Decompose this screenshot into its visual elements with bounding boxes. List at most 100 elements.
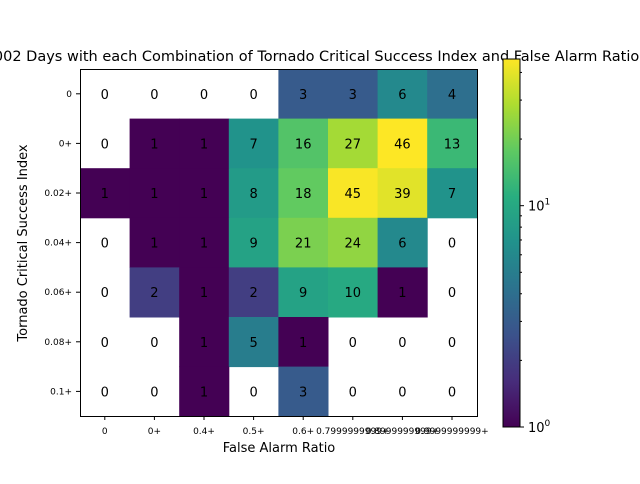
heatmap-cell bbox=[129, 267, 180, 318]
cell-value-label: 13 bbox=[444, 137, 461, 152]
heatmap-cell bbox=[377, 217, 428, 268]
heatmap-cell bbox=[228, 267, 279, 318]
heatmap-cell bbox=[377, 69, 428, 120]
cell-value-label: 1 bbox=[200, 237, 208, 252]
heatmap-cell bbox=[228, 317, 279, 368]
cell-value-label: 10 bbox=[345, 286, 362, 301]
cell-value-label: 24 bbox=[345, 237, 362, 252]
cell-value-label: 3 bbox=[349, 88, 357, 103]
x-tick-label: 0.6+ bbox=[292, 427, 314, 437]
heatmap-cell bbox=[179, 366, 230, 417]
cell-value-label: 0 bbox=[101, 385, 109, 400]
cell-value-label: 0 bbox=[101, 137, 109, 152]
heatmap-cell-labels: 0 0 0 0 3 3 6 40 1 1 7 16 27 46 131 1 1 8 18 45 39 70 1 1 9 21 24 6… bbox=[101, 88, 461, 401]
cell-value-label: 1 bbox=[150, 237, 158, 252]
cell-value-label: 1 bbox=[200, 187, 208, 202]
x-tick-label: 0.9999999999+ bbox=[415, 427, 488, 437]
y-tick-label: 0+ bbox=[59, 139, 72, 149]
heatmap-cell bbox=[129, 217, 180, 268]
heatmap-cell bbox=[228, 118, 279, 169]
cell-value-label: 0 bbox=[150, 88, 158, 103]
heatmap-cell bbox=[377, 267, 428, 318]
heatmap-cell bbox=[328, 217, 379, 268]
heatmap-cell bbox=[278, 217, 329, 268]
colorbar-ticks: 100 101 bbox=[520, 71, 551, 436]
y-tick-label: 0.02+ bbox=[44, 189, 72, 199]
heatmap-cell bbox=[278, 168, 329, 219]
heatmap-cell bbox=[179, 168, 230, 219]
x-tick-label: 0.4+ bbox=[193, 427, 215, 437]
y-tick-label: 0.1+ bbox=[50, 387, 72, 397]
heatmap-cell bbox=[129, 118, 180, 169]
cell-value-label: 0 bbox=[249, 88, 257, 103]
cell-value-label: 1 bbox=[150, 137, 158, 152]
cell-value-label: 0 bbox=[101, 237, 109, 252]
heatmap-cell bbox=[278, 267, 329, 318]
colorbar bbox=[502, 58, 521, 428]
cell-value-label: 0 bbox=[200, 88, 208, 103]
heatmap-cell bbox=[129, 168, 180, 219]
chart-title: Since 2002 Days with each Combination of… bbox=[0, 49, 639, 65]
y-tick-label: 0.04+ bbox=[44, 239, 72, 249]
cell-value-label: 1 bbox=[200, 137, 208, 152]
heatmap-cell bbox=[179, 317, 230, 368]
cell-value-label: 0 bbox=[101, 336, 109, 351]
cell-value-label: 9 bbox=[299, 286, 307, 301]
cell-value-label: 0 bbox=[101, 286, 109, 301]
cell-value-label: 46 bbox=[394, 137, 411, 152]
x-tick-label: 0.5+ bbox=[243, 427, 265, 437]
cell-value-label: 1 bbox=[101, 187, 109, 202]
cell-value-label: 0 bbox=[448, 385, 456, 400]
heatmap-cell bbox=[377, 168, 428, 219]
x-tick-label: 0 bbox=[102, 427, 108, 437]
heatmap-cell bbox=[427, 118, 478, 169]
heatmap-cell bbox=[328, 267, 379, 318]
cell-value-label: 9 bbox=[249, 237, 257, 252]
cell-value-label: 18 bbox=[295, 187, 312, 202]
cell-value-label: 0 bbox=[349, 385, 357, 400]
x-tick-label: 0.7999999999+ bbox=[316, 427, 389, 437]
cell-value-label: 0 bbox=[398, 385, 406, 400]
y-tick-label: 0.08+ bbox=[44, 338, 72, 348]
plot-frame bbox=[80, 69, 478, 417]
cell-value-label: 27 bbox=[345, 137, 362, 152]
cell-value-label: 1 bbox=[200, 286, 208, 301]
x-tick-label: 0+ bbox=[148, 427, 161, 437]
y-axis-label: Tornado Critical Success Index bbox=[16, 144, 31, 343]
cell-value-label: 6 bbox=[398, 88, 406, 103]
cell-value-label: 2 bbox=[150, 286, 158, 301]
y-axis-ticks: 0 0+ 0.02+ 0.04+ 0.06+ 0.08+ 0.1+ bbox=[44, 90, 80, 397]
cell-value-label: 0 bbox=[150, 336, 158, 351]
cell-value-label: 0 bbox=[249, 385, 257, 400]
heatmap-cell bbox=[278, 317, 329, 368]
colorbar-tick-label: 100 bbox=[528, 419, 551, 436]
cell-value-label: 6 bbox=[398, 237, 406, 252]
heatmap-cells bbox=[80, 69, 478, 417]
x-tick-label: 0.8999999999+ bbox=[366, 427, 439, 437]
cell-value-label: 7 bbox=[249, 137, 257, 152]
heatmap-cell bbox=[278, 118, 329, 169]
cell-value-label: 3 bbox=[299, 385, 307, 400]
cell-value-label: 1 bbox=[299, 336, 307, 351]
colorbar-tick-label: 101 bbox=[528, 198, 550, 215]
heatmap-cell bbox=[427, 69, 478, 120]
cell-value-label: 8 bbox=[249, 187, 257, 202]
cell-value-label: 0 bbox=[349, 336, 357, 351]
heatmap-cell bbox=[228, 217, 279, 268]
heatmap-cell bbox=[80, 168, 131, 219]
y-tick-label: 0.06+ bbox=[44, 288, 72, 298]
heatmap-cell bbox=[179, 217, 230, 268]
heatmap-cell bbox=[427, 168, 478, 219]
heatmap-cell bbox=[278, 366, 329, 417]
cell-value-label: 7 bbox=[448, 187, 456, 202]
cell-value-label: 45 bbox=[345, 187, 362, 202]
cell-value-label: 1 bbox=[200, 385, 208, 400]
x-axis-ticks: 0 0+ 0.4+ 0.5+ 0.6+ 0.7999999999+0.8999999999… bbox=[102, 416, 489, 437]
cell-value-label: 0 bbox=[448, 237, 456, 252]
cell-value-label: 21 bbox=[295, 237, 312, 252]
cell-value-label: 0 bbox=[101, 88, 109, 103]
y-tick-label: 0 bbox=[66, 90, 72, 100]
heatmap-cell bbox=[377, 118, 428, 169]
